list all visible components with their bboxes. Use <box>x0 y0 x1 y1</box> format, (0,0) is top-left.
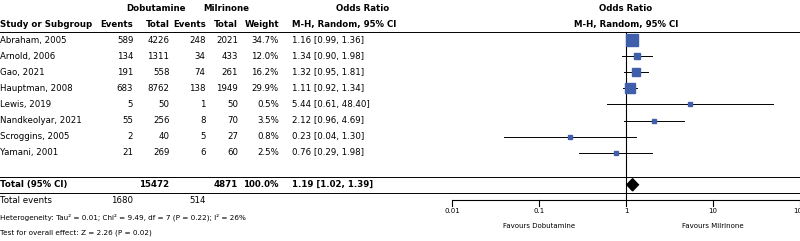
Text: 433: 433 <box>222 52 238 61</box>
Text: 15472: 15472 <box>139 180 170 189</box>
Text: M-H, Random, 95% CI: M-H, Random, 95% CI <box>574 20 678 29</box>
Text: 269: 269 <box>153 148 170 157</box>
Text: 100.0%: 100.0% <box>243 180 279 189</box>
Polygon shape <box>626 179 638 191</box>
Text: 3.5%: 3.5% <box>257 116 279 125</box>
Text: 12.0%: 12.0% <box>251 52 279 61</box>
Text: 1.16 [0.99, 1.36]: 1.16 [0.99, 1.36] <box>291 36 363 45</box>
Text: 0.01: 0.01 <box>444 208 460 214</box>
Text: Total: Total <box>146 20 170 29</box>
Text: 60: 60 <box>227 148 238 157</box>
Text: 2.5%: 2.5% <box>257 148 279 157</box>
Text: 134: 134 <box>117 52 134 61</box>
Text: 589: 589 <box>117 36 134 45</box>
Text: Arnold, 2006: Arnold, 2006 <box>1 52 56 61</box>
Text: Study or Subgroup: Study or Subgroup <box>1 20 93 29</box>
Text: 261: 261 <box>222 68 238 77</box>
Text: 514: 514 <box>189 196 206 205</box>
Text: 1949: 1949 <box>217 84 238 93</box>
Text: 683: 683 <box>117 84 134 93</box>
Text: 5: 5 <box>200 132 206 141</box>
Text: 21: 21 <box>122 148 134 157</box>
Text: Scroggins, 2005: Scroggins, 2005 <box>1 132 70 141</box>
Text: 248: 248 <box>189 36 206 45</box>
Text: 558: 558 <box>153 68 170 77</box>
Text: 4871: 4871 <box>214 180 238 189</box>
Text: 1680: 1680 <box>111 196 134 205</box>
Text: 70: 70 <box>227 116 238 125</box>
Text: Lewis, 2019: Lewis, 2019 <box>1 100 51 109</box>
Text: 100: 100 <box>794 208 800 214</box>
Text: M-H, Random, 95% CI: M-H, Random, 95% CI <box>291 20 396 29</box>
Text: 8762: 8762 <box>147 84 170 93</box>
Text: Nandkeolyar, 2021: Nandkeolyar, 2021 <box>1 116 82 125</box>
Text: Hauptman, 2008: Hauptman, 2008 <box>1 84 73 93</box>
Text: 34.7%: 34.7% <box>251 36 279 45</box>
Text: Heterogeneity: Tau² = 0.01; Chi² = 9.49, df = 7 (P = 0.22); I² = 26%: Heterogeneity: Tau² = 0.01; Chi² = 9.49,… <box>1 213 246 221</box>
Text: 29.9%: 29.9% <box>252 84 279 93</box>
Text: 16.2%: 16.2% <box>251 68 279 77</box>
Text: 74: 74 <box>194 68 206 77</box>
Text: 138: 138 <box>189 84 206 93</box>
Text: 1: 1 <box>624 208 628 214</box>
Text: 4226: 4226 <box>147 36 170 45</box>
Text: Weight: Weight <box>244 20 279 29</box>
Text: 1.34 [0.90, 1.98]: 1.34 [0.90, 1.98] <box>291 52 363 61</box>
Text: 1.11 [0.92, 1.34]: 1.11 [0.92, 1.34] <box>291 84 364 93</box>
Text: 191: 191 <box>117 68 134 77</box>
Text: Total (95% CI): Total (95% CI) <box>1 180 68 189</box>
Text: 0.1: 0.1 <box>534 208 545 214</box>
Text: 5.44 [0.61, 48.40]: 5.44 [0.61, 48.40] <box>291 100 370 109</box>
Text: 55: 55 <box>122 116 134 125</box>
Text: Events: Events <box>101 20 134 29</box>
Text: 1.32 [0.95, 1.81]: 1.32 [0.95, 1.81] <box>291 68 364 77</box>
Text: 2.12 [0.96, 4.69]: 2.12 [0.96, 4.69] <box>291 116 363 125</box>
Text: Events: Events <box>173 20 206 29</box>
Text: 5: 5 <box>128 100 134 109</box>
Text: Odds Ratio: Odds Ratio <box>336 4 390 13</box>
Text: Yamani, 2001: Yamani, 2001 <box>1 148 58 157</box>
Text: Favours Milrinone: Favours Milrinone <box>682 223 744 229</box>
Text: 50: 50 <box>227 100 238 109</box>
Text: 6: 6 <box>200 148 206 157</box>
Text: 8: 8 <box>200 116 206 125</box>
Text: 2021: 2021 <box>216 36 238 45</box>
Text: Milrinone: Milrinone <box>203 4 250 13</box>
Text: 0.8%: 0.8% <box>257 132 279 141</box>
Text: Total events: Total events <box>1 196 53 205</box>
Text: 1: 1 <box>200 100 206 109</box>
Text: 40: 40 <box>158 132 170 141</box>
Text: 0.5%: 0.5% <box>257 100 279 109</box>
Text: Favours Dobutamine: Favours Dobutamine <box>503 223 575 229</box>
Text: Test for overall effect: Z = 2.26 (P = 0.02): Test for overall effect: Z = 2.26 (P = 0… <box>1 230 152 236</box>
Text: 2: 2 <box>128 132 134 141</box>
Text: Gao, 2021: Gao, 2021 <box>1 68 45 77</box>
Text: 1.19 [1.02, 1.39]: 1.19 [1.02, 1.39] <box>291 180 373 189</box>
Text: 27: 27 <box>227 132 238 141</box>
Text: Abraham, 2005: Abraham, 2005 <box>1 36 67 45</box>
Text: 50: 50 <box>158 100 170 109</box>
Text: Dobutamine: Dobutamine <box>126 4 186 13</box>
Text: 10: 10 <box>709 208 718 214</box>
Text: 0.76 [0.29, 1.98]: 0.76 [0.29, 1.98] <box>291 148 363 157</box>
Text: 1311: 1311 <box>147 52 170 61</box>
Text: 256: 256 <box>153 116 170 125</box>
Text: Odds Ratio: Odds Ratio <box>599 4 653 13</box>
Text: Total: Total <box>214 20 238 29</box>
Text: 34: 34 <box>194 52 206 61</box>
Text: 0.23 [0.04, 1.30]: 0.23 [0.04, 1.30] <box>291 132 364 141</box>
